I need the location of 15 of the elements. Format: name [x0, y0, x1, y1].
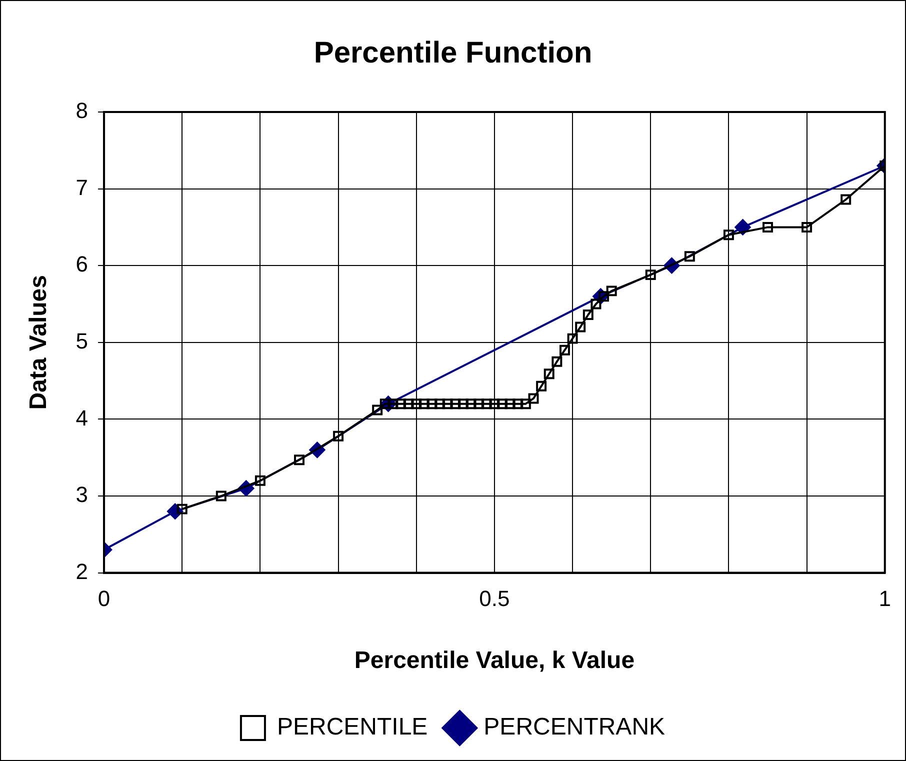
y-tick-label: 8 — [76, 98, 88, 124]
chart-title: Percentile Function — [314, 36, 592, 70]
x-tick-label: 1 — [878, 586, 892, 612]
y-tick-label: 3 — [76, 482, 88, 508]
x-axis-title: Percentile Value, k Value — [354, 647, 635, 674]
y-axis-title: Data Values — [25, 275, 52, 410]
y-tick-label: 7 — [76, 174, 88, 200]
legend-label: PERCENTRANK — [484, 714, 666, 741]
x-tick-label: 0 — [98, 586, 110, 612]
y-tick-label: 5 — [76, 328, 88, 354]
y-tick-label: 4 — [76, 405, 88, 430]
legend-label: PERCENTILE — [276, 714, 428, 741]
x-tick-label: 0.5 — [479, 586, 510, 612]
y-tick-label: 2 — [76, 558, 88, 584]
y-tick-label: 6 — [76, 252, 88, 277]
